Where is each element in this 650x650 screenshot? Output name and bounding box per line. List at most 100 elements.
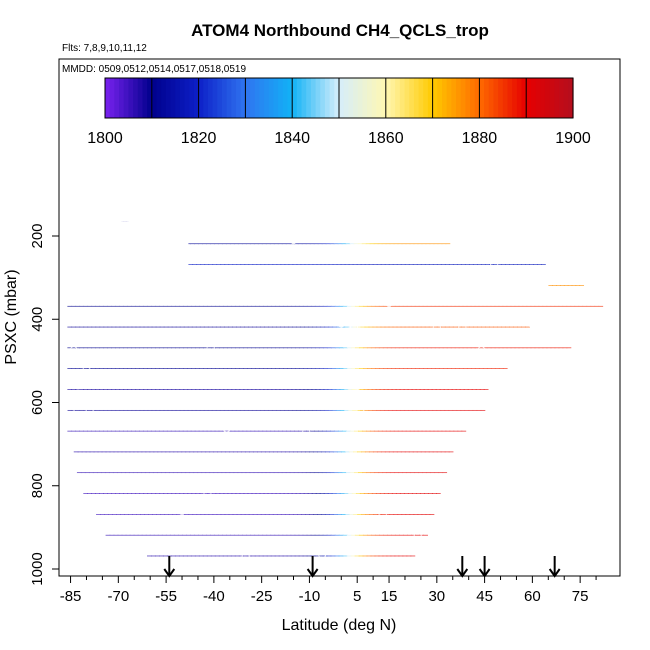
heatmap-cell — [398, 347, 404, 349]
heatmap-cell — [136, 514, 141, 515]
heatmap-cell — [575, 285, 581, 286]
heatmap-cell — [139, 409, 145, 411]
heatmap-cell — [334, 347, 340, 349]
heatmap-cell — [269, 472, 275, 474]
colorbar-segment — [329, 78, 335, 118]
heatmap-cell — [111, 430, 116, 432]
colorbar-segment — [521, 78, 527, 118]
heatmap-cell — [211, 326, 217, 328]
heatmap-cell — [290, 305, 296, 307]
heatmap-cell — [271, 389, 277, 390]
heatmap-cell — [83, 305, 89, 307]
heatmap-cell — [143, 326, 149, 328]
sample-marker — [477, 346, 486, 355]
heatmap-cell — [166, 430, 172, 432]
heatmap-cell — [275, 305, 280, 307]
heatmap-cell — [195, 326, 201, 328]
flight-arrows — [163, 556, 561, 578]
heatmap-cell — [400, 409, 406, 411]
heatmap-cell — [459, 389, 465, 390]
colorbar-segment — [133, 78, 139, 118]
colorbar-segment — [484, 78, 490, 118]
sample-marker — [177, 281, 187, 291]
heatmap-cell — [272, 264, 278, 265]
heatmap-cell — [73, 451, 79, 453]
heatmap-cell — [410, 347, 416, 349]
heatmap-cell — [318, 534, 324, 536]
heatmap-cell — [490, 305, 496, 307]
heatmap-cell — [392, 264, 398, 265]
heatmap-cell — [558, 305, 564, 307]
heatmap-cell — [435, 389, 441, 390]
heatmap-cell — [87, 305, 93, 307]
heatmap-cell — [121, 472, 126, 474]
heatmap-cell — [455, 389, 461, 390]
heatmap-cell — [513, 326, 518, 328]
heatmap-cell — [253, 243, 259, 245]
heatmap-cell — [380, 326, 386, 328]
x-tick-label: -85 — [60, 588, 82, 605]
heatmap-cell — [353, 451, 358, 453]
heatmap-cell — [81, 451, 87, 453]
heatmap-cell — [187, 389, 193, 390]
heatmap-cell — [265, 472, 271, 474]
heatmap-cell — [227, 347, 232, 349]
heatmap-cell — [542, 347, 548, 349]
heatmap-cell — [298, 555, 304, 557]
heatmap-cell — [253, 451, 258, 453]
colorbar-segment — [250, 78, 256, 118]
heatmap-cell — [259, 493, 265, 494]
x-tick-label: -70 — [107, 588, 129, 605]
heatmap-cell — [318, 430, 323, 432]
heatmap-cell — [302, 305, 308, 307]
heatmap-cell — [301, 451, 306, 453]
heatmap-cell — [330, 347, 336, 349]
heatmap-cell — [374, 347, 380, 349]
heatmap-cell — [294, 534, 300, 536]
heatmap-cell — [89, 451, 95, 453]
heatmap-cell — [143, 368, 148, 369]
heatmap-cell — [305, 514, 310, 515]
heatmap-cell — [158, 555, 164, 557]
heatmap-cell — [282, 430, 288, 432]
heatmap-cell — [574, 305, 580, 307]
heatmap-cell — [514, 305, 520, 307]
heatmap-cell — [159, 493, 165, 494]
heatmap-cell — [172, 514, 178, 515]
heatmap-cell — [115, 389, 121, 390]
heatmap-cell — [111, 347, 116, 349]
heatmap-cell — [299, 493, 305, 494]
heatmap-cell — [430, 368, 436, 369]
heatmap-cell — [267, 409, 273, 411]
heatmap-cell — [91, 430, 96, 432]
heatmap-cell — [481, 326, 486, 328]
heatmap-cell — [216, 264, 222, 265]
heatmap-cell — [321, 243, 327, 245]
heatmap-cell — [510, 347, 516, 349]
sample-marker — [216, 333, 225, 343]
heatmap-cell — [250, 430, 256, 432]
heatmap-cell — [338, 305, 344, 307]
heatmap-cell — [275, 409, 281, 411]
heatmap-cell — [417, 514, 423, 515]
heatmap-cell — [243, 409, 249, 411]
heatmap-cell — [115, 368, 121, 369]
heatmap-cell — [490, 347, 496, 349]
heatmap-cell — [279, 389, 285, 390]
heatmap-cell — [428, 326, 434, 328]
colorbar-tick-label: 1840 — [274, 130, 310, 147]
colorbar-segment — [320, 78, 326, 118]
heatmap-cell — [189, 472, 195, 474]
heatmap-cell — [247, 493, 253, 494]
heatmap-cell — [598, 305, 604, 307]
heatmap-cell — [412, 409, 418, 411]
heatmap-cell — [215, 368, 220, 369]
heatmap-cell — [99, 430, 104, 432]
heatmap-cell — [191, 409, 197, 411]
heatmap-cell — [226, 534, 231, 536]
heatmap-cell — [483, 389, 489, 390]
heatmap-cell — [271, 368, 276, 369]
heatmap-cell — [385, 430, 391, 432]
heatmap-cell — [174, 430, 180, 432]
heatmap-cell — [379, 389, 385, 390]
